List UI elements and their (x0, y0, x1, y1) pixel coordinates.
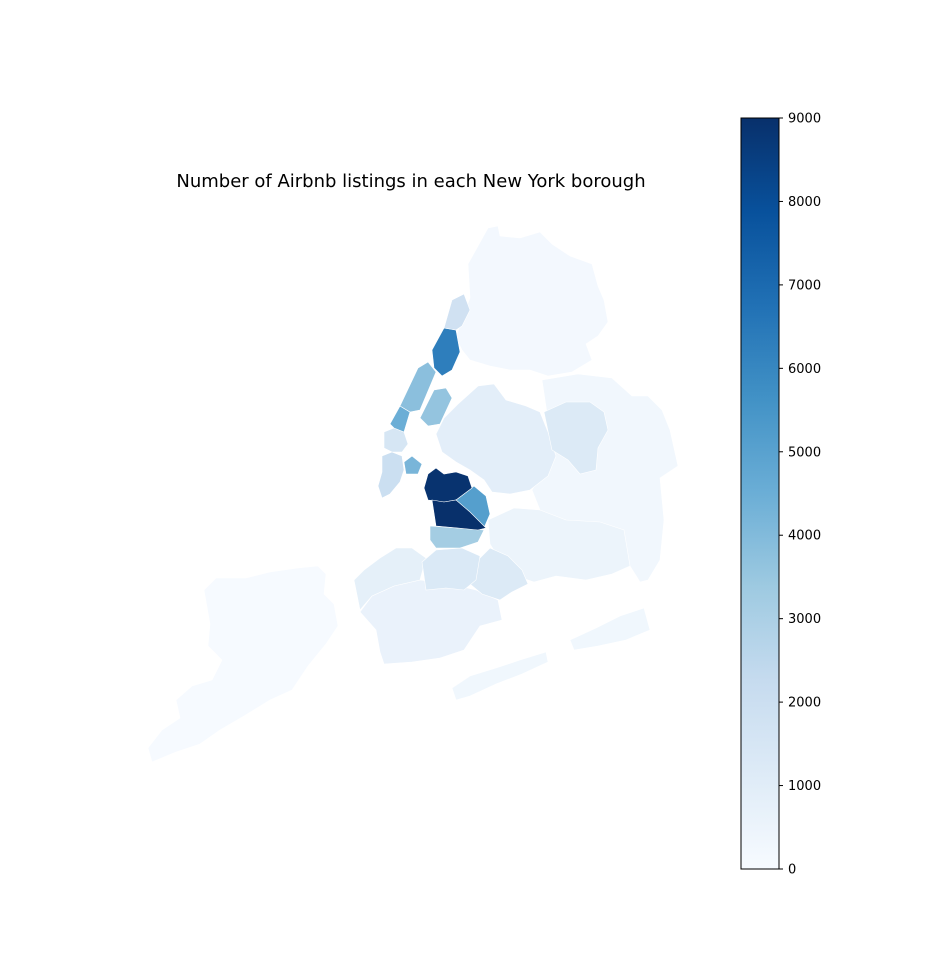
region-lower-manhattan (377, 451, 405, 499)
region-brooklyn-central-east (469, 547, 529, 601)
region-rockaway (451, 651, 549, 701)
colorbar-tick-label: 7000 (788, 278, 821, 293)
nyc-map (147, 225, 679, 763)
colorbar-tick-label: 2000 (788, 696, 821, 711)
colorbar-tick-label: 6000 (788, 362, 821, 377)
colorbar-tick-label: 0 (788, 863, 796, 878)
colorbar-tick-label: 1000 (788, 779, 821, 794)
region-rockaway-east (569, 607, 651, 651)
region-brooklyn-williamsburg (423, 467, 473, 503)
region-staten-island (147, 565, 339, 763)
colorbar-tick-label: 5000 (788, 445, 821, 460)
colorbar-tick-label: 9000 (788, 112, 821, 127)
region-manhattan-washington-heights (443, 293, 471, 331)
colorbar-tick-label: 3000 (788, 612, 821, 627)
region-queens-northwest (435, 383, 557, 495)
colorbar: 0 1000 2000 3000 4000 5000 6000 7000 8000 9000 (740, 112, 821, 878)
region-brooklyn-southwest (353, 547, 427, 611)
colorbar-tick-label: 8000 (788, 195, 821, 210)
colorbar-ticks: 0 1000 2000 3000 4000 5000 6000 7000 8000 9000 (779, 112, 821, 878)
region-manhattan-hells-kitchen (389, 405, 411, 433)
region-manhattan-upper-west (399, 361, 437, 413)
region-brooklyn-bedstuy (431, 499, 487, 531)
region-queens-central (543, 401, 609, 475)
map-title: Number of Airbnb listings in each New Yo… (176, 171, 645, 192)
colorbar-tick-label: 4000 (788, 529, 821, 544)
region-brooklyn-flatbush (421, 547, 481, 591)
region-bronx (455, 225, 609, 377)
region-manhattan-upper-east (419, 387, 453, 427)
region-manhattan-les (403, 455, 423, 475)
colorbar-gradient (740, 117, 780, 870)
region-manhattan-harlem (431, 327, 461, 377)
